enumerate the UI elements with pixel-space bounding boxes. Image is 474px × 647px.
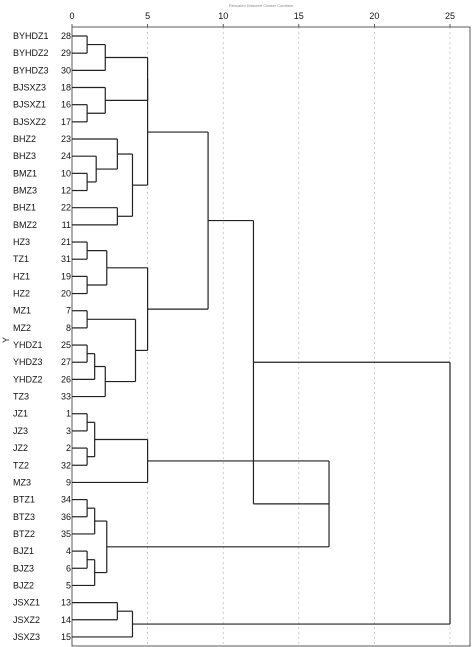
leaf-label-BMZ2: BMZ2 [13, 220, 37, 230]
leaf-number-31: 31 [61, 254, 71, 264]
dendrogram-branches [72, 35, 451, 638]
axis-title: Rescaled Distance Cluster Combine [229, 3, 294, 8]
leaf-number-5: 5 [66, 580, 71, 590]
leaf-number-1: 1 [66, 409, 71, 419]
leaf-number-26: 26 [61, 374, 71, 384]
leaf-number-29: 29 [61, 48, 71, 58]
leaf-label-BJSXZ2: BJSXZ2 [13, 117, 46, 127]
leaf-number-16: 16 [61, 100, 71, 110]
leaf-number-34: 34 [61, 495, 71, 505]
leaf-label-BMZ1: BMZ1 [13, 168, 37, 178]
leaf-label-TZ1: TZ1 [13, 254, 29, 264]
leaf-label-HZ2: HZ2 [13, 289, 30, 299]
leaf-number-19: 19 [61, 271, 71, 281]
leaf-label-BJZ1: BJZ1 [13, 546, 34, 556]
grid-lines [147, 27, 451, 646]
plot-frame [71, 26, 471, 647]
leaf-number-21: 21 [61, 237, 71, 247]
tick-label-15: 15 [294, 11, 304, 21]
leaf-label-BMZ3: BMZ3 [13, 186, 37, 196]
leaf-number-11: 11 [62, 220, 71, 230]
leaf-label-BHZ2: BHZ2 [13, 134, 36, 144]
leaf-label-HZ1: HZ1 [13, 271, 30, 281]
tick-label-5: 5 [145, 11, 150, 21]
leaf-number-30: 30 [61, 65, 71, 75]
leaf-number-24: 24 [61, 151, 71, 161]
y-axis-label: Y [1, 337, 11, 343]
leaf-label-BYHDZ1: BYHDZ1 [13, 31, 49, 41]
leaf-label-BTZ1: BTZ1 [13, 495, 35, 505]
leaf-label-BTZ3: BTZ3 [13, 512, 35, 522]
leaf-number-35: 35 [61, 529, 71, 539]
leaf-label-HZ3: HZ3 [13, 237, 30, 247]
leaf-label-JZ1: JZ1 [13, 409, 28, 419]
leaf-number-28: 28 [61, 31, 71, 41]
leaf-label-BYHDZ3: BYHDZ3 [13, 65, 49, 75]
leaf-number-15: 15 [61, 632, 71, 642]
leaf-number-33: 33 [61, 392, 71, 402]
leaf-number-12: 12 [61, 186, 71, 196]
leaf-number-36: 36 [61, 512, 71, 522]
leaf-label-JSXZ3: JSXZ3 [13, 632, 40, 642]
x-axis-ticks: 0 5 10 15 20 25 [69, 11, 455, 27]
leaf-label-MZ1: MZ1 [13, 306, 31, 316]
leaf-label-BJZ2: BJZ2 [13, 580, 34, 590]
leaf-label-BJSXZ3: BJSXZ3 [13, 83, 46, 93]
leaf-number-9: 9 [66, 477, 71, 487]
leaf-label-YHDZ1: YHDZ1 [13, 340, 43, 350]
leaf-number-27: 27 [61, 357, 71, 367]
leaf-label-TZ2: TZ2 [13, 460, 29, 470]
leaf-number-8: 8 [66, 323, 71, 333]
leaf-number-18: 18 [61, 83, 71, 93]
leaf-label-BJSXZ1: BJSXZ1 [13, 100, 46, 110]
leaf-number-14: 14 [61, 615, 71, 625]
leaf-label-YHDZ3: YHDZ3 [13, 357, 43, 367]
leaf-number-3: 3 [66, 426, 71, 436]
leaf-label-JSXZ2: JSXZ2 [13, 615, 40, 625]
leaf-label-JZ3: JZ3 [13, 426, 28, 436]
tick-label-0: 0 [69, 11, 74, 21]
leaf-number-4: 4 [66, 546, 71, 556]
leaf-label-JZ2: JZ2 [13, 443, 28, 453]
tick-label-25: 25 [445, 11, 455, 21]
leaf-number-25: 25 [61, 340, 71, 350]
leaf-label-JSXZ1: JSXZ1 [13, 598, 40, 608]
plot-border [71, 26, 471, 647]
leaf-label-BHZ1: BHZ1 [13, 203, 36, 213]
leaf-label-BYHDZ2: BYHDZ2 [13, 48, 49, 58]
leaf-label-MZ3: MZ3 [13, 477, 31, 487]
tick-label-20: 20 [369, 11, 379, 21]
leaf-number-22: 22 [61, 203, 71, 213]
leaf-label-YHDZ2: YHDZ2 [13, 374, 43, 384]
tick-label-10: 10 [218, 11, 228, 21]
leaf-number-2: 2 [66, 443, 71, 453]
leaf-number-10: 10 [61, 168, 71, 178]
leaf-number-32: 32 [61, 460, 71, 470]
leaf-label-BHZ3: BHZ3 [13, 151, 36, 161]
leaf-number-6: 6 [66, 563, 71, 573]
leaf-label-MZ2: MZ2 [13, 323, 31, 333]
leaf-number-13: 13 [61, 598, 71, 608]
leaf-label-BJZ3: BJZ3 [13, 563, 34, 573]
leaf-number-23: 23 [61, 134, 71, 144]
leaf-number-7: 7 [66, 306, 71, 316]
leaf-number-17: 17 [61, 117, 71, 127]
leaf-label-BTZ2: BTZ2 [13, 529, 35, 539]
leaf-number-20: 20 [61, 289, 71, 299]
leaf-label-TZ3: TZ3 [13, 392, 29, 402]
